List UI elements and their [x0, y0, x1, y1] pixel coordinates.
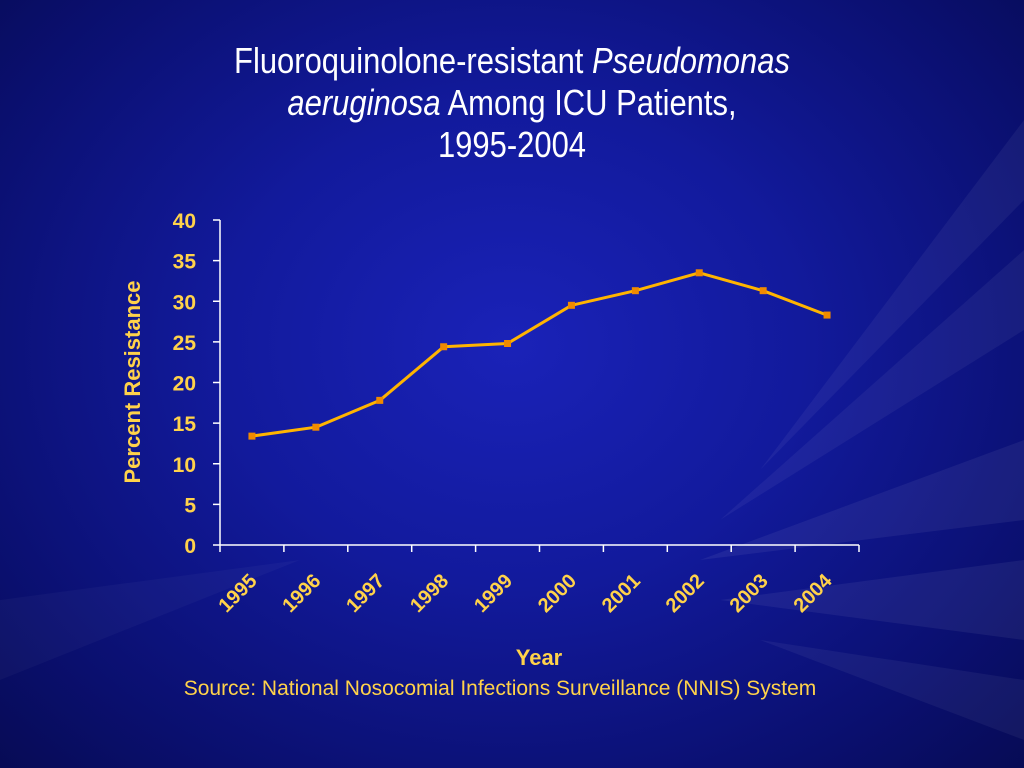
y-tick-label: 40	[173, 210, 196, 233]
data-point	[440, 343, 448, 351]
y-tick-labels: 0 5 10 15 20 25 30 35 40	[173, 210, 197, 558]
data-point	[312, 423, 320, 431]
chart-axes	[213, 219, 860, 552]
y-tick-label: 25	[173, 332, 197, 355]
data-point	[823, 311, 831, 319]
title-line-1-plain: Fluoroquinolone-resistant	[234, 40, 593, 81]
data-point	[631, 287, 639, 295]
x-tick-label: 1996	[278, 570, 325, 617]
title-line-1: Fluoroquinolone-resistant Pseudomonas	[168, 40, 856, 82]
x-tick-label: 1999	[470, 570, 517, 617]
x-tick-label: 1997	[342, 570, 389, 617]
y-axis-label: Percent Resistance	[120, 281, 145, 484]
x-tick-label: 1995	[214, 570, 261, 617]
x-tick-label: 2003	[726, 570, 773, 617]
title-line-2-italic: aeruginosa	[287, 82, 441, 123]
y-tick-label: 30	[173, 291, 196, 314]
x-tick-label: 2000	[534, 570, 581, 617]
title-line-1-italic: Pseudomonas	[592, 40, 790, 81]
y-tick-label: 15	[173, 413, 197, 436]
data-point	[248, 432, 256, 440]
slide-title: Fluoroquinolone-resistant Pseudomonas ae…	[168, 40, 856, 166]
title-line-2-plain: Among ICU Patients,	[440, 82, 737, 123]
y-tick-label: 5	[184, 494, 196, 517]
x-axis-label: Year	[516, 645, 563, 670]
y-tick-label: 0	[184, 535, 196, 558]
x-tick-label: 1998	[406, 570, 453, 617]
title-line-2: aeruginosa Among ICU Patients,	[168, 82, 856, 124]
data-point	[567, 301, 575, 309]
x-tick-label: 2001	[598, 570, 645, 617]
source-note: Source: National Nosocomial Infections S…	[183, 677, 817, 700]
data-point	[759, 287, 767, 295]
data-markers	[248, 269, 831, 440]
data-point	[504, 340, 512, 347]
y-tick-label: 10	[173, 454, 196, 477]
y-tick-label: 20	[173, 373, 196, 396]
series-line	[251, 271, 828, 438]
data-point	[376, 396, 384, 404]
x-tick-label: 2004	[790, 569, 838, 617]
title-line-3: 1995-2004	[437, 124, 587, 165]
y-tick-label: 35	[173, 251, 197, 274]
data-point	[695, 269, 703, 277]
x-tick-labels: 1995 1996 1997 1998 1999 2000 2001 2002 2003 2004	[214, 569, 837, 617]
x-tick-label: 2002	[662, 570, 709, 617]
